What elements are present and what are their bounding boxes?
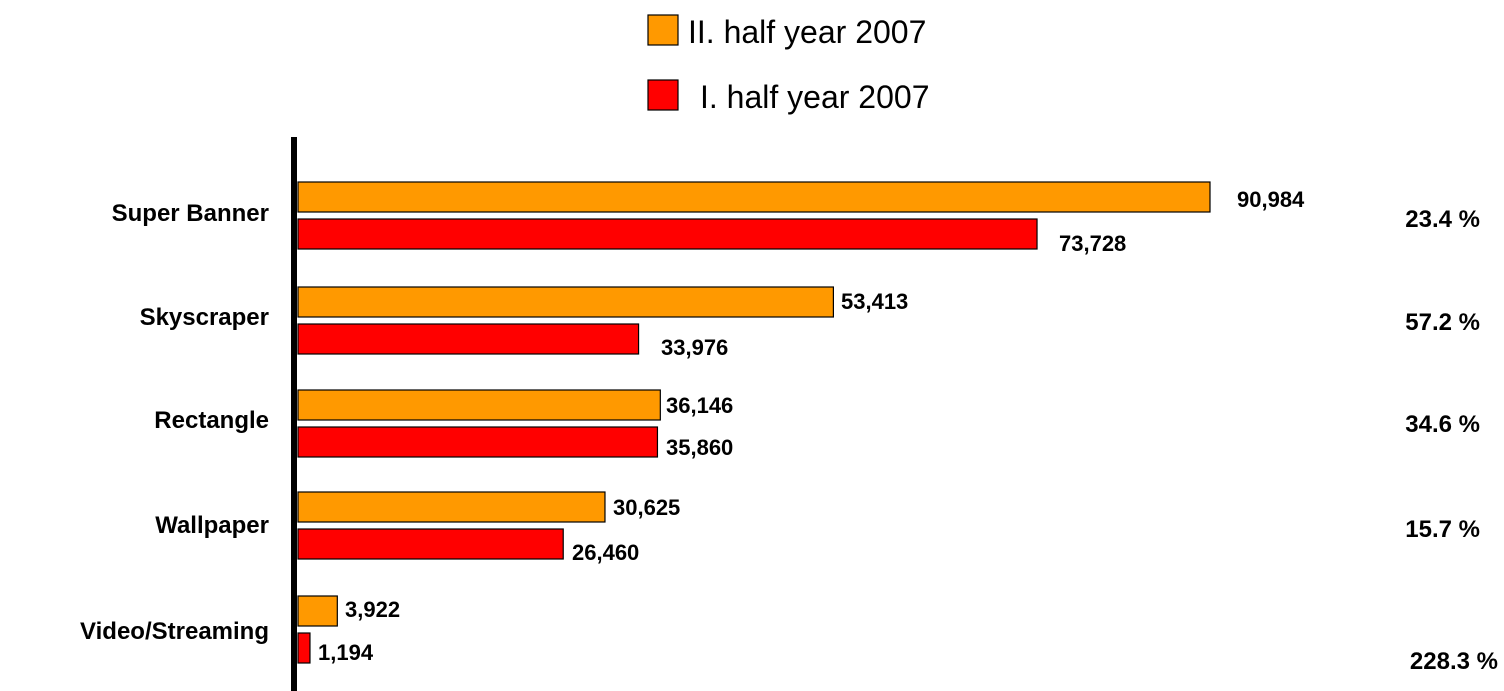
value-label: 33,976 [661, 335, 728, 360]
legend-swatch-series-0 [647, 14, 679, 46]
value-labels: 90,984 73,728 53,413 33,976 36,146 35,86… [318, 187, 1305, 665]
category-label: Rectangle [154, 407, 269, 434]
bars [297, 181, 1211, 664]
bar-i-half-2007-0 [297, 218, 1038, 250]
bar-i-half-2007-1 [297, 323, 640, 355]
bar-ii-half-2007-2 [297, 389, 661, 421]
bar-i-half-2007-4 [297, 632, 311, 664]
growth-label: 228.3 % [1410, 648, 1498, 675]
value-label: 35,860 [666, 435, 733, 460]
value-label: 1,194 [318, 640, 374, 665]
value-label: 26,460 [572, 540, 639, 565]
category-label: Wallpaper [155, 512, 269, 539]
value-label: 36,146 [666, 393, 733, 418]
growth-label: 23.4 % [1405, 206, 1480, 233]
value-label: 30,625 [613, 495, 680, 520]
growth-label: 34.6 % [1405, 411, 1480, 438]
value-label: 3,922 [345, 597, 400, 622]
bar-i-half-2007-3 [297, 528, 564, 560]
growth-labels: 23.4 % 57.2 % 34.6 % 15.7 % 228.3 % [1405, 206, 1498, 675]
legend: II. half year 2007 I. half year 2007 [647, 14, 929, 115]
growth-label: 57.2 % [1405, 309, 1480, 336]
growth-label: 15.7 % [1405, 516, 1480, 543]
legend-label-series-0: II. half year 2007 [688, 14, 926, 50]
value-label: 90,984 [1237, 187, 1305, 212]
category-label: Skyscraper [140, 304, 269, 331]
legend-label-series-1: I. half year 2007 [700, 79, 929, 115]
value-label: 53,413 [841, 289, 908, 314]
category-labels: Super Banner Skyscraper Rectangle Wallpa… [80, 200, 269, 645]
category-label: Super Banner [112, 200, 269, 227]
category-label: Video/Streaming [80, 618, 269, 645]
bar-i-half-2007-2 [297, 426, 659, 458]
legend-swatch-series-1 [647, 79, 679, 111]
bar-ii-half-2007-4 [297, 595, 338, 627]
bar-ii-half-2007-3 [297, 491, 606, 523]
bar-ii-half-2007-0 [297, 181, 1211, 213]
bar-ii-half-2007-1 [297, 286, 834, 318]
value-label: 73,728 [1059, 231, 1126, 256]
